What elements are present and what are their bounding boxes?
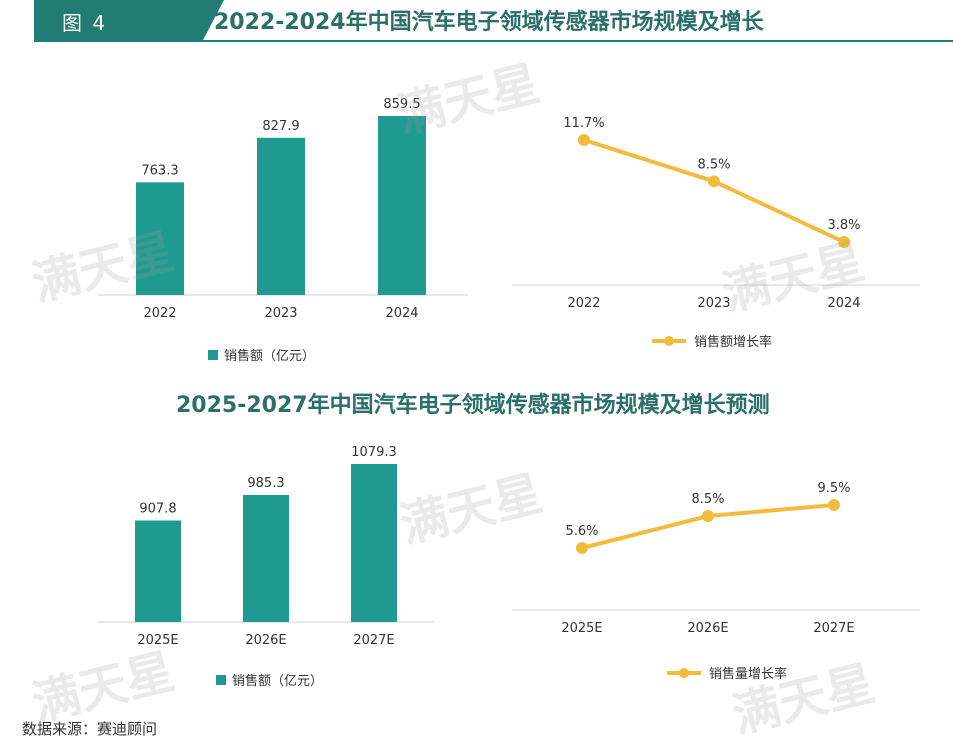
- data-label: 907.8: [139, 502, 176, 517]
- data-label: 985.3: [247, 476, 284, 491]
- line-chart-growth-2022-2024: 2022 2023 2024 11.7% 8.5% 3.8% 销售额增长率: [512, 116, 920, 350]
- legend-label: 销售量增长率: [709, 666, 787, 682]
- bar: [243, 494, 289, 622]
- panel-growth-2022-2024: 2022 2023 2024 11.7% 8.5% 3.8% 销售额增长率: [512, 90, 920, 373]
- data-label: 11.7%: [563, 116, 604, 131]
- legend-swatch: [208, 350, 218, 360]
- bar: [135, 520, 181, 622]
- x-tick-label: 2026E: [687, 621, 728, 636]
- data-source: 数据来源：赛迪顾问: [22, 720, 158, 738]
- x-tick-label: 2022: [143, 306, 176, 321]
- data-label: 8.5%: [697, 157, 730, 172]
- panel-sales-2022-2024: 2022 2023 2024 763.3 827.9 859.5 销售额（亿元）: [98, 70, 468, 375]
- data-label: 859.5: [383, 97, 420, 112]
- x-tick-label: 2025E: [137, 633, 178, 648]
- legend-label: 销售额（亿元）: [224, 348, 315, 364]
- data-label: 3.8%: [827, 218, 860, 233]
- panel-sales-2025-2027: 2025E 2026E 2027E 907.8 985.3 1079.3 销售额（亿元）: [98, 432, 434, 707]
- legend-label: 销售额（亿元）: [232, 673, 323, 689]
- data-point: [838, 236, 850, 248]
- x-tick-label: 2022: [567, 296, 600, 311]
- bar: [257, 137, 305, 295]
- chart-title-bottom: 2025-2027年中国汽车电子领域传感器市场规模及增长预测: [176, 393, 770, 418]
- data-label: 763.3: [141, 163, 178, 178]
- x-tick-label: 2027E: [353, 633, 394, 648]
- x-tick-label: 2024: [385, 306, 418, 321]
- series-line: [583, 138, 845, 244]
- data-point: [828, 499, 840, 511]
- data-point: [702, 510, 714, 523]
- data-label: 1079.3: [351, 445, 397, 460]
- legend-marker: [679, 668, 689, 678]
- bar: [136, 182, 184, 295]
- data-label: 827.9: [262, 119, 299, 134]
- data-label: 9.5%: [817, 481, 850, 496]
- bar-chart-sales-2025-2027: 2025E 2026E 2027E 907.8 985.3 1079.3 销售额（亿元）: [98, 445, 434, 689]
- figure-label-tab: 图 4: [34, 0, 224, 42]
- line-chart-growth-2025-2027: 2025E 2026E 2027E 5.6% 8.5% 9.5% 销售量增长率: [512, 481, 920, 682]
- legend-label: 销售额增长率: [694, 334, 772, 350]
- x-tick-label: 2023: [697, 296, 730, 311]
- x-tick-label: 2025E: [561, 621, 602, 636]
- data-point: [576, 542, 588, 554]
- data-point: [578, 134, 590, 146]
- x-tick-label: 2024: [827, 296, 860, 311]
- legend-marker: [664, 336, 674, 346]
- x-tick-label: 2027E: [813, 621, 854, 636]
- bar: [378, 116, 426, 295]
- panel-growth-2025-2027: 2025E 2026E 2027E 5.6% 8.5% 9.5% 销售量增长率: [512, 450, 920, 705]
- data-label: 8.5%: [691, 492, 724, 507]
- data-point: [708, 175, 720, 188]
- data-label: 5.6%: [565, 524, 598, 539]
- chart-title-top: 2022-2024年中国汽车电子领域传感器市场规模及增长: [214, 10, 764, 35]
- figure-label: 图 4: [62, 10, 108, 35]
- x-tick-label: 2026E: [245, 633, 286, 648]
- x-tick-label: 2023: [264, 306, 297, 321]
- title-rule: [200, 40, 953, 42]
- legend-swatch: [216, 675, 226, 685]
- bar-chart-sales-2022-2024: 2022 2023 2024 763.3 827.9 859.5 销售额（亿元）: [98, 97, 468, 364]
- bar: [351, 464, 397, 622]
